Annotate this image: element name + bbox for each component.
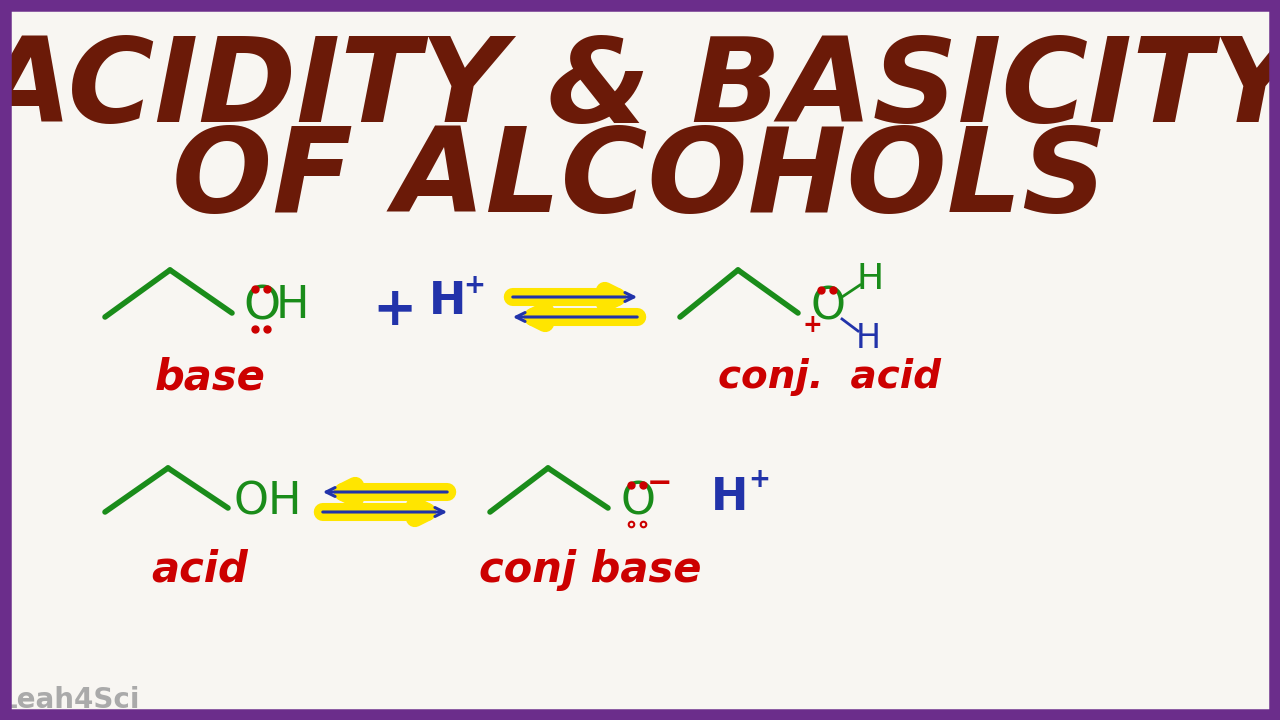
Text: OH: OH xyxy=(234,480,302,523)
Text: +: + xyxy=(463,273,485,299)
Text: H: H xyxy=(275,284,308,326)
Text: O: O xyxy=(810,286,846,328)
Text: ACIDITY & BASICITY: ACIDITY & BASICITY xyxy=(0,32,1280,148)
Text: base: base xyxy=(155,356,265,398)
Text: Leah4Sci: Leah4Sci xyxy=(0,686,141,714)
Text: +: + xyxy=(748,467,771,493)
Text: −: − xyxy=(648,469,673,498)
Text: +: + xyxy=(372,284,417,336)
Text: H: H xyxy=(855,323,881,356)
Text: H: H xyxy=(712,475,749,518)
Text: O: O xyxy=(243,284,280,330)
Text: H: H xyxy=(429,281,467,323)
Text: OF ALCOHOLS: OF ALCOHOLS xyxy=(173,122,1107,238)
Text: H: H xyxy=(856,262,883,296)
Text: acid: acid xyxy=(151,549,248,591)
Text: O: O xyxy=(621,480,655,523)
Text: +: + xyxy=(803,313,822,337)
Text: conj base: conj base xyxy=(479,549,701,591)
Text: conj.  acid: conj. acid xyxy=(718,358,942,396)
